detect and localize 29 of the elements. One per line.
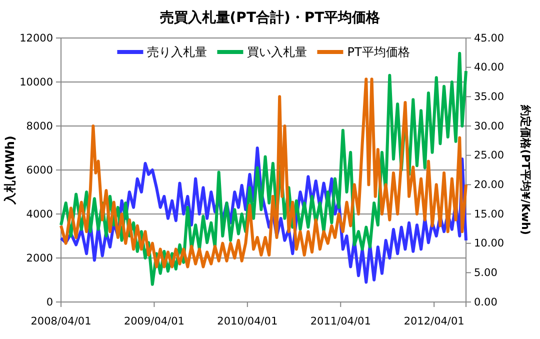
line-series — [60, 78, 468, 268]
y2-tick-label: 0.00 — [474, 296, 498, 308]
x-tick-label: 2008/04/01 — [30, 316, 92, 328]
legend-label: 買い入札量 — [247, 45, 308, 59]
y2-axis-title: 約定価格(PT平均¥/Kwh) — [519, 104, 532, 235]
y-tick-label: 4000 — [26, 208, 53, 220]
y-tick-label: 2000 — [26, 252, 53, 264]
y-tick-label: 6000 — [26, 164, 53, 176]
legend-label: 売り入札量 — [147, 45, 208, 59]
y2-tick-label: 30.00 — [474, 120, 504, 132]
y2-tick-label: 40.00 — [474, 62, 504, 74]
y-tick-label: 12000 — [20, 32, 53, 44]
x-tick-label: 2012/04/01 — [404, 316, 464, 328]
y2-tick-label: 45.00 — [474, 32, 504, 44]
legend-label: PT平均価格 — [347, 45, 410, 59]
y-tick-label: 0 — [46, 296, 53, 308]
y-tick-label: 8000 — [26, 120, 53, 132]
y2-tick-label: 35.00 — [474, 91, 504, 104]
y2-tick-label: 10.00 — [474, 238, 504, 250]
chart-title: 売買入札量(PT合計)・PT平均価格 — [160, 10, 382, 26]
y2-tick-label: 25.00 — [474, 150, 504, 162]
x-tick-label: 2009/04/01 — [124, 316, 184, 328]
y2-tick-label: 15.00 — [474, 208, 504, 220]
y-axis-title: 入札(MWh) — [3, 136, 17, 206]
x-tick-label: 2011/04/01 — [310, 316, 371, 328]
x-tick-label: 2010/04/01 — [217, 316, 278, 328]
y2-tick-label: 20.00 — [474, 179, 504, 192]
y2-tick-label: 5.00 — [474, 267, 498, 280]
y-tick-label: 10000 — [20, 76, 53, 88]
